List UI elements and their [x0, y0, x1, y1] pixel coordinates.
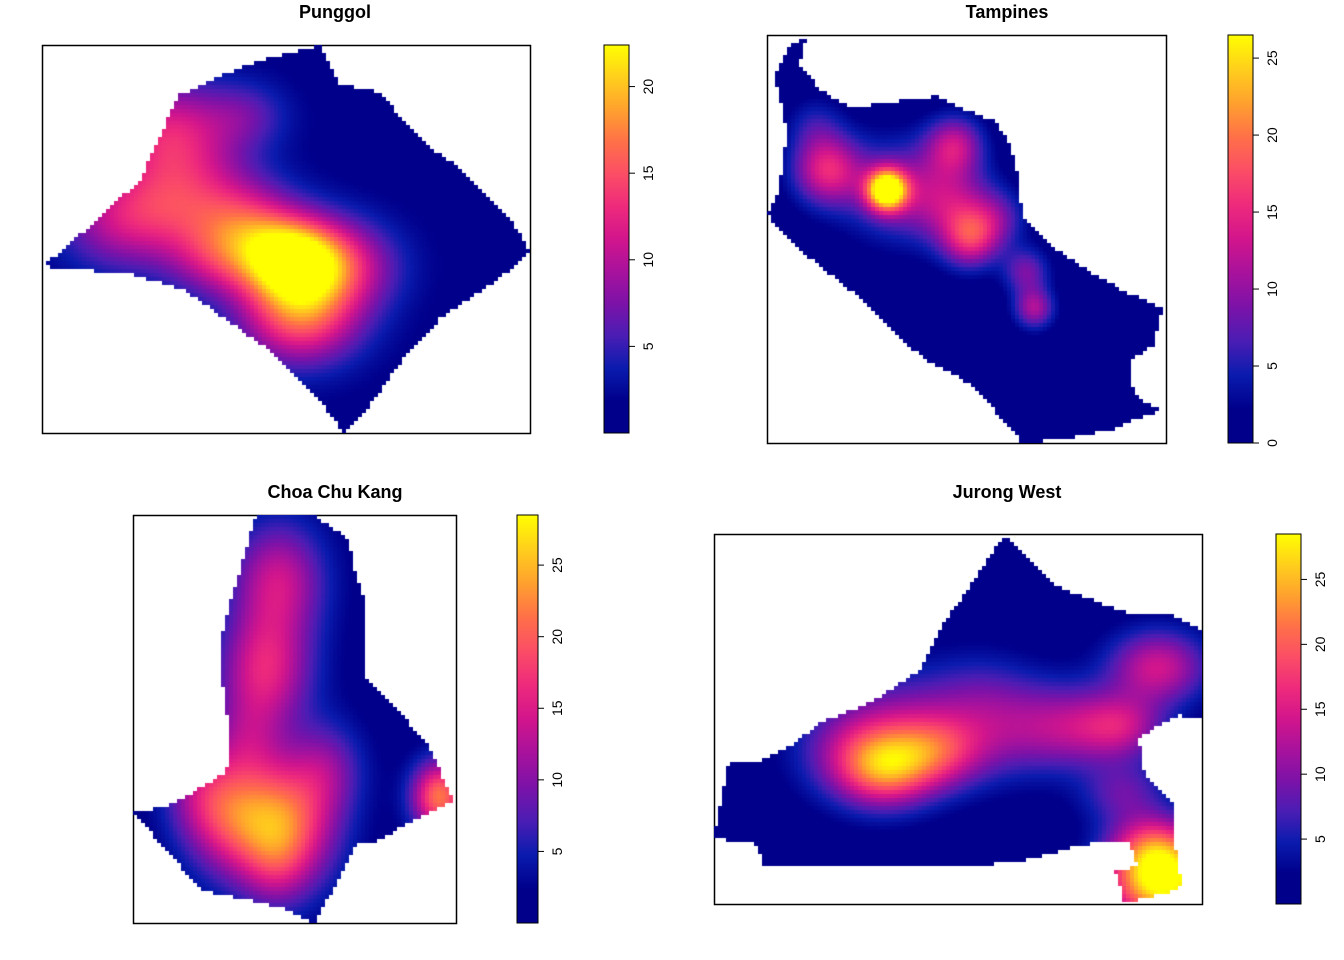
colorbar-tick-label: 10: [1312, 766, 1328, 782]
colorbar: 5 10 15 20 25: [516, 514, 565, 924]
colorbar-tick-label: 5: [549, 847, 565, 855]
plot-frame: [41, 44, 532, 435]
colorbar-tick-label: 25: [549, 557, 565, 573]
panel-jurong-west: Jurong West 5 10 15 20 25: [713, 482, 1328, 906]
colorbar: 5 10 15 20: [603, 44, 656, 434]
panel-title: Choa Chu Kang: [268, 482, 403, 502]
colorbar-ramp: [1227, 34, 1254, 444]
colorbar-tick-label: 15: [1312, 701, 1328, 717]
colorbar-tick-label: 15: [1264, 204, 1280, 220]
colorbar-tick-label: 15: [640, 165, 656, 181]
colorbar-tick-label: 10: [1264, 281, 1280, 297]
colorbar-tick-label: 10: [640, 252, 656, 268]
colorbar-tick-label: 20: [549, 629, 565, 645]
colorbar-tick-label: 15: [549, 700, 565, 716]
colorbar-ramp: [603, 44, 630, 434]
colorbar: 0 5 10 15 20 25: [1227, 34, 1280, 447]
colorbar-tick-label: 25: [1312, 571, 1328, 587]
colorbar-tick-label: 5: [1264, 362, 1280, 370]
panel-tampines: Tampines 0 5 10 15 20 25: [766, 2, 1280, 447]
colorbar-ramp: [1275, 533, 1302, 905]
panel-title: Punggol: [299, 2, 371, 22]
plot-frame: [132, 514, 458, 925]
panel-title: Tampines: [966, 2, 1049, 22]
colorbar-tick-label: 0: [1264, 439, 1280, 447]
colorbar-tick-label: 20: [640, 79, 656, 95]
colorbar-tick-label: 20: [1264, 127, 1280, 143]
panel-punggol: Punggol 5 10 15 20: [41, 2, 656, 435]
panel-title: Jurong West: [953, 482, 1062, 502]
colorbar-tick-label: 5: [1312, 835, 1328, 843]
plot-frame: [766, 34, 1168, 445]
colorbar-tick-label: 20: [1312, 636, 1328, 652]
colorbar-tick-label: 25: [1264, 50, 1280, 66]
colorbar: 5 10 15 20 25: [1275, 533, 1328, 905]
colorbar-tick-label: 5: [640, 342, 656, 350]
colorbar-tick-label: 10: [549, 772, 565, 788]
plot-frame: [713, 533, 1204, 906]
colorbar-ramp: [516, 514, 539, 924]
panel-choa-chu-kang: Choa Chu Kang 5 10 15 20 25: [132, 482, 565, 925]
